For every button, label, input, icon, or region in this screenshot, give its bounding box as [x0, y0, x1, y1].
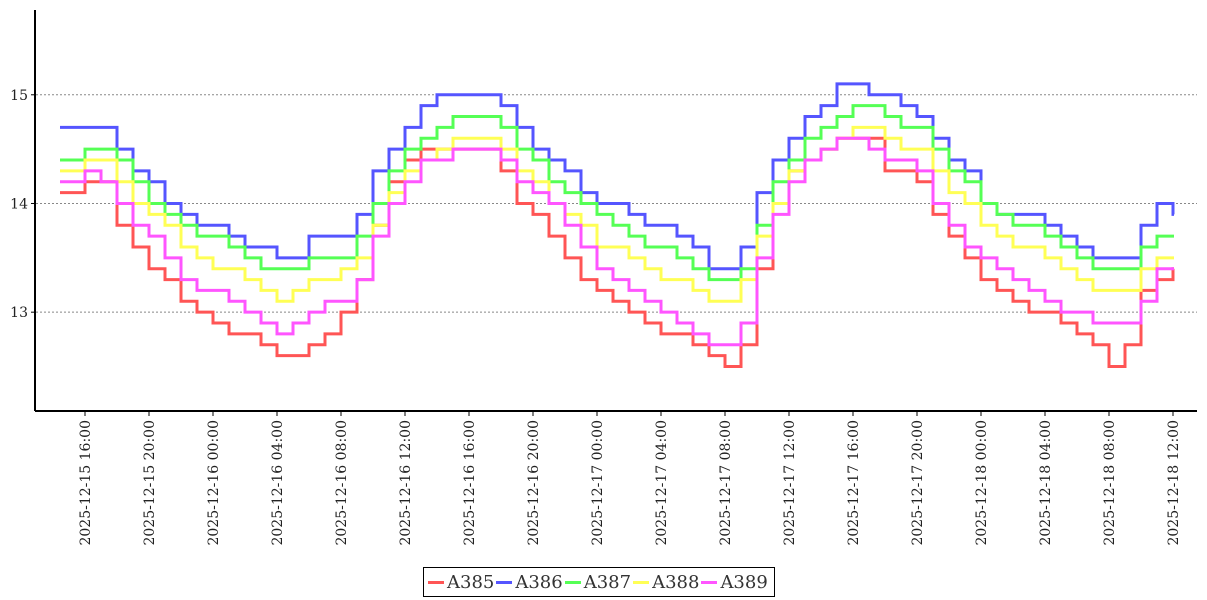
x-tick-label: 2025-12-16 08:00	[334, 420, 350, 546]
x-tick-label: 2025-12-17 12:00	[782, 420, 798, 546]
legend-label: A388	[652, 571, 700, 593]
legend-swatch	[564, 580, 581, 584]
x-tick-label: 2025-12-18 04:00	[1038, 420, 1054, 546]
legend-item-A387: A387	[564, 571, 632, 593]
y-tick-label: 13	[10, 305, 28, 321]
x-tick-label: 2025-12-15 20:00	[142, 420, 158, 546]
legend-item-A386: A386	[496, 571, 563, 593]
x-tick-label: 2025-12-17 08:00	[718, 420, 734, 546]
legend-label: A387	[583, 571, 632, 593]
x-tick-label: 2025-12-18 12:00	[1166, 420, 1182, 546]
series-line-A385	[60, 136, 1175, 369]
x-tick-label: 2025-12-16 20:00	[526, 420, 542, 546]
x-tick-label: 2025-12-18 08:00	[1102, 420, 1118, 546]
series-lines	[60, 82, 1175, 369]
series-line-A389	[60, 136, 1174, 347]
x-tick-label: 2025-12-16 04:00	[270, 420, 286, 546]
series-line-A386	[60, 82, 1175, 271]
legend: A385 A386 A387 A388 A389	[423, 567, 775, 597]
legend-label: A389	[720, 571, 768, 593]
legend-label: A386	[515, 571, 563, 593]
x-tick-label: 2025-12-16 00:00	[206, 420, 222, 546]
legend-swatch	[633, 580, 650, 584]
y-tick-label: 14	[10, 196, 28, 212]
legend-item-A385: A385	[428, 572, 494, 593]
x-tick-label: 2025-12-17 20:00	[910, 420, 926, 546]
legend-swatch	[428, 580, 444, 584]
y-tick-label: 15	[10, 88, 28, 104]
legend-item-A389: A389	[701, 571, 768, 593]
x-tick-label: 2025-12-17 16:00	[846, 420, 862, 546]
x-tick-label: 2025-12-16 16:00	[462, 420, 478, 546]
legend-swatch	[701, 580, 718, 584]
legend-swatch	[496, 580, 513, 584]
series-line-A388	[60, 125, 1174, 303]
x-tick-label: 2025-12-17 04:00	[654, 420, 670, 546]
x-tick-label: 2025-12-17 00:00	[590, 420, 606, 546]
legend-item-A388: A388	[633, 572, 699, 593]
series-line-A387	[60, 104, 1174, 282]
x-tick-label: 2025-12-18 00:00	[974, 420, 990, 546]
x-tick-label: 2025-12-16 12:00	[398, 420, 414, 546]
legend-label: A385	[447, 571, 495, 593]
x-tick-label: 2025-12-15 16:00	[78, 420, 94, 546]
y-tick-labels: 13 14 15	[10, 88, 35, 321]
x-tick-labels: 2025-12-15 16:00 2025-12-15 20:00 2025-12-…	[78, 411, 1182, 546]
